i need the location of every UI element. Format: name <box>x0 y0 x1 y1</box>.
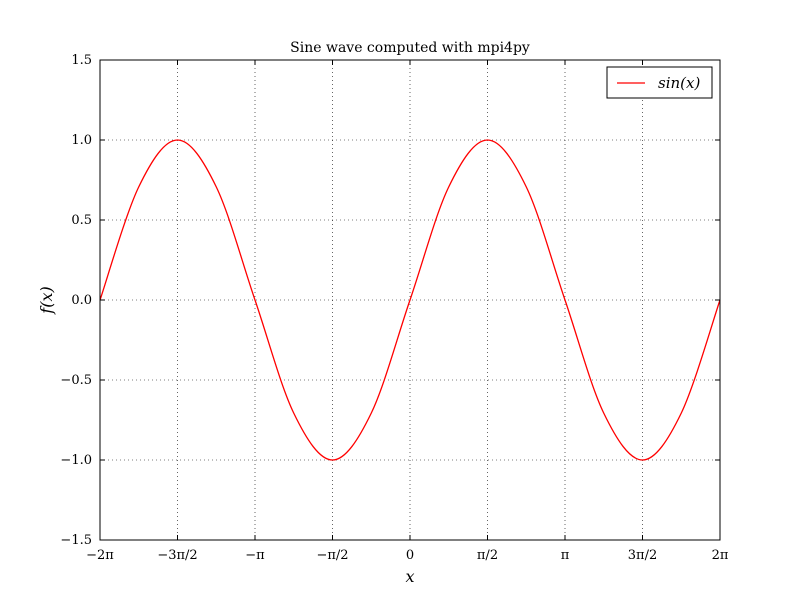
x-tick-labels: −2π −3π/2 −π −π/2 0 π/2 π 3π/2 2π <box>86 548 729 563</box>
y-tick-label: −1.0 <box>60 453 92 468</box>
y-tick-labels: 1.5 1.0 0.5 0.0 −0.5 −1.0 −1.5 <box>60 53 92 548</box>
legend-label-sin: sin(x) <box>658 74 700 92</box>
y-tick-label: 1.0 <box>71 133 92 148</box>
x-tick-label: 0 <box>406 548 414 563</box>
y-tick-label: −1.5 <box>60 533 92 548</box>
y-tick-label: 0.0 <box>71 293 92 308</box>
y-axis-label: f(x) <box>37 286 56 314</box>
x-tick-label: 2π <box>712 548 729 563</box>
chart-title: Sine wave computed with mpi4py <box>290 40 530 56</box>
ticks <box>99 59 721 541</box>
y-tick-label: 1.5 <box>71 53 92 68</box>
x-tick-label: −3π/2 <box>157 548 197 563</box>
x-tick-label: π/2 <box>477 548 498 563</box>
x-tick-label: −2π <box>86 548 114 563</box>
x-axis-label: x <box>405 567 414 586</box>
legend: sin(x) <box>606 66 713 99</box>
series-layer <box>99 139 721 461</box>
x-tick-label: −π <box>245 548 265 563</box>
y-tick-label: −0.5 <box>60 373 92 388</box>
x-tick-label: −π/2 <box>316 548 348 563</box>
y-tick-label: 0.5 <box>71 213 92 228</box>
series-line-sin <box>99 139 721 461</box>
x-tick-label: π <box>561 548 570 563</box>
x-tick-label: 3π/2 <box>628 548 657 563</box>
